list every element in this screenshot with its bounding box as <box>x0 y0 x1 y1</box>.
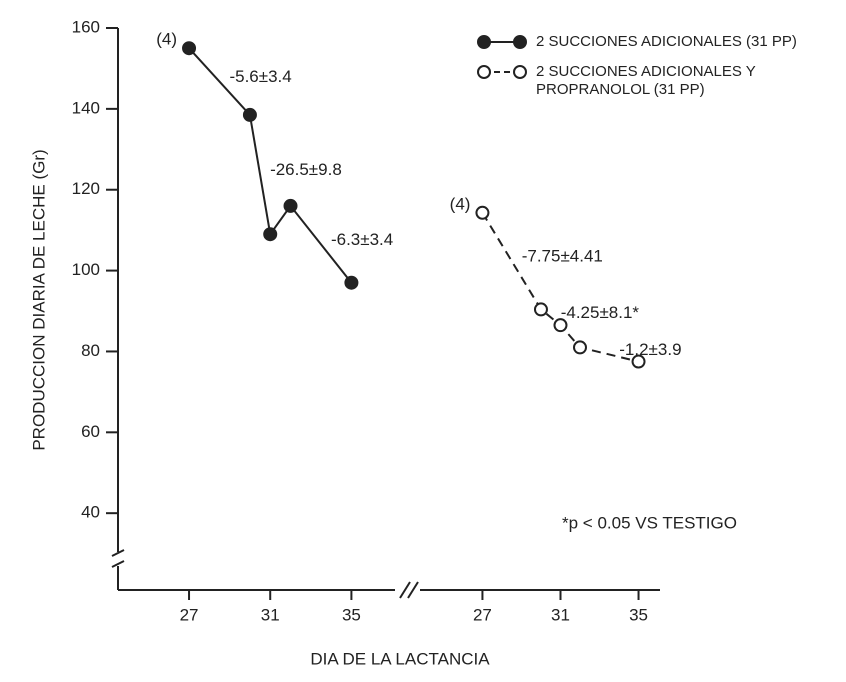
x-axis-label: DIA DE LA LACTANCIA <box>310 649 490 668</box>
x-tick-label: 27 <box>180 605 199 624</box>
data-point <box>631 354 646 369</box>
annotation: *p < 0.05 VS TESTIGO <box>562 513 737 532</box>
n-label: (4) <box>450 194 471 213</box>
series-line <box>481 212 639 363</box>
segment-label: -7.75±4.41 <box>522 247 603 266</box>
data-point <box>182 41 197 56</box>
legend-marker <box>513 35 527 49</box>
x-tick-label: 35 <box>629 605 648 624</box>
legend-marker <box>477 35 491 49</box>
y-axis-label: PRODUCCION DIARIA DE LECHE (Gr) <box>29 149 48 450</box>
axis-lines <box>111 28 660 599</box>
data-point <box>263 227 278 242</box>
data-point <box>475 205 490 220</box>
data-point <box>242 107 257 122</box>
data-point <box>283 198 298 213</box>
segment-label: -1.2±3.9 <box>619 340 681 359</box>
data-point <box>533 302 548 317</box>
legend-label: 2 SUCCIONES ADICIONALES (31 PP) <box>536 33 797 50</box>
x-tick-label: 31 <box>261 605 280 624</box>
y-tick-label: 140 <box>72 98 100 117</box>
x-tick-label: 31 <box>551 605 570 624</box>
y-tick-label: 40 <box>81 503 100 522</box>
x-tick-label: 27 <box>473 605 492 624</box>
data-point <box>553 318 568 333</box>
legend-marker <box>513 65 527 79</box>
y-tick-label: 60 <box>81 422 100 441</box>
y-tick-label: 160 <box>72 17 100 36</box>
data-point <box>344 275 359 290</box>
legend-marker <box>477 65 491 79</box>
segment-label: -26.5±9.8 <box>270 160 342 179</box>
n-label: (4) <box>156 30 177 49</box>
y-tick-label: 120 <box>72 179 100 198</box>
segment-label: -4.25±8.1* <box>561 303 640 322</box>
data-point <box>573 340 587 355</box>
legend-label: 2 SUCCIONES ADICIONALES Y PROPRANOLOL (3… <box>536 63 756 98</box>
y-tick-label: 80 <box>81 341 100 360</box>
x-tick-label: 35 <box>342 605 361 624</box>
segment-label: -6.3±3.4 <box>331 230 393 249</box>
segment-label: -5.6±3.4 <box>229 67 291 86</box>
y-tick-label: 100 <box>72 260 100 279</box>
